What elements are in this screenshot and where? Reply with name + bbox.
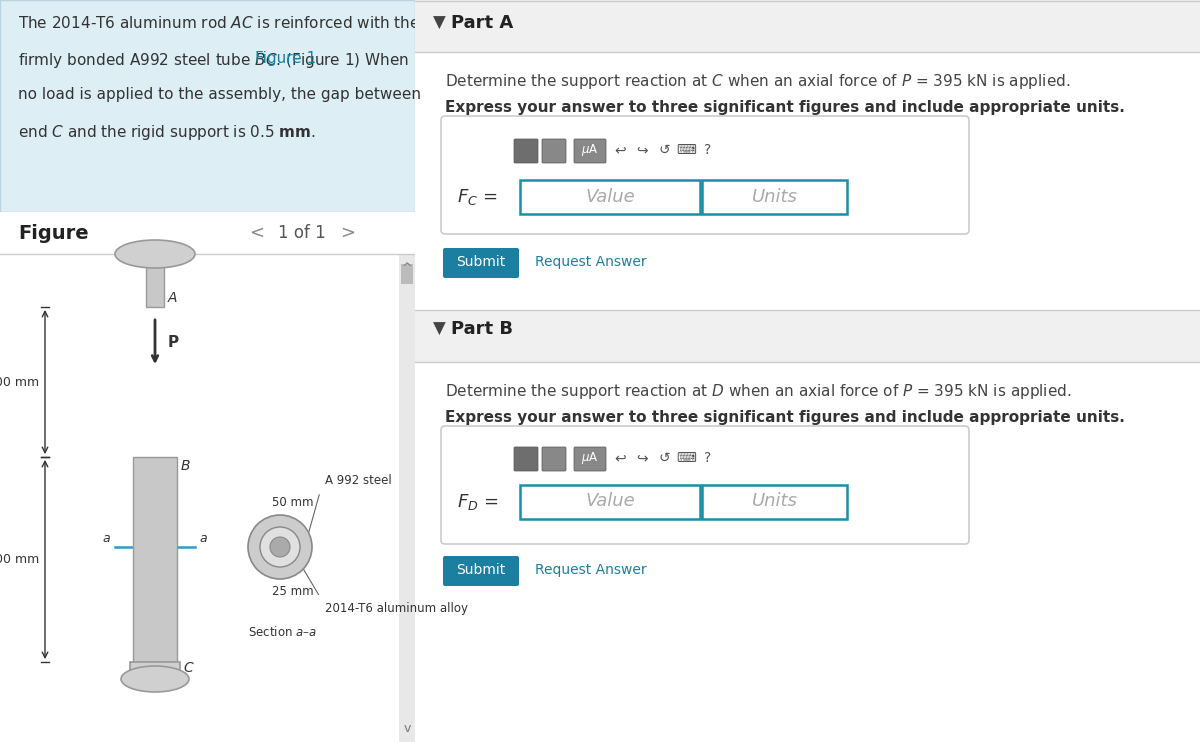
Bar — [398, 254, 415, 742]
Text: 400 mm: 400 mm — [0, 375, 38, 389]
Text: $D$: $D$ — [167, 244, 180, 260]
Text: ↺: ↺ — [658, 451, 670, 465]
Bar — [702, 485, 847, 519]
Circle shape — [270, 537, 290, 557]
Text: A 992 steel: A 992 steel — [325, 474, 391, 487]
Text: Request Answer: Request Answer — [535, 255, 647, 269]
FancyBboxPatch shape — [514, 139, 538, 163]
Circle shape — [248, 515, 312, 579]
Text: Figure: Figure — [18, 224, 89, 243]
Text: 800 mm: 800 mm — [0, 553, 38, 566]
Text: $a$: $a$ — [102, 532, 112, 545]
Text: $\mathbf{P}$: $\mathbf{P}$ — [167, 334, 180, 350]
Text: >: > — [341, 224, 355, 242]
Text: 50 mm: 50 mm — [272, 496, 313, 509]
Circle shape — [260, 527, 300, 567]
Text: <: < — [250, 224, 264, 242]
Text: no load is applied to the assembly, the gap between: no load is applied to the assembly, the … — [18, 87, 421, 102]
Text: v: v — [403, 722, 410, 735]
Text: Submit: Submit — [456, 255, 505, 269]
Text: $C$: $C$ — [182, 661, 194, 675]
Text: $F_D$ =: $F_D$ = — [457, 491, 498, 511]
Text: ^: ^ — [402, 262, 413, 275]
Text: Units: Units — [751, 493, 798, 510]
Text: Determine the support reaction at $\mathit{C}$ when an axial force of $\mathit{P: Determine the support reaction at $\math… — [445, 72, 1070, 91]
Bar — [415, 0, 1200, 52]
Text: Express your answer to three significant figures and include appropriate units.: Express your answer to three significant… — [445, 410, 1124, 425]
FancyBboxPatch shape — [574, 139, 606, 163]
Text: Express your answer to three significant figures and include appropriate units.: Express your answer to three significant… — [445, 100, 1124, 115]
Bar — [415, 310, 1200, 362]
Bar — [133, 457, 178, 662]
Text: Request Answer: Request Answer — [535, 563, 647, 577]
Text: ↩: ↩ — [614, 143, 626, 157]
Text: Submit: Submit — [456, 563, 505, 577]
Ellipse shape — [121, 666, 190, 692]
Text: The 2014-T6 aluminum rod $\mathit{AC}$ is reinforced with the: The 2014-T6 aluminum rod $\mathit{AC}$ i… — [18, 15, 420, 31]
Bar — [520, 180, 700, 214]
FancyBboxPatch shape — [443, 556, 520, 586]
Text: $F_C$ =: $F_C$ = — [457, 187, 498, 207]
FancyBboxPatch shape — [574, 447, 606, 471]
FancyBboxPatch shape — [542, 139, 566, 163]
Text: $A$: $A$ — [167, 291, 179, 305]
Text: Units: Units — [751, 188, 798, 206]
Text: ↩: ↩ — [614, 451, 626, 465]
Text: ⌨: ⌨ — [676, 143, 696, 157]
FancyBboxPatch shape — [443, 248, 520, 278]
Text: ▼: ▼ — [433, 320, 445, 338]
FancyBboxPatch shape — [442, 426, 970, 544]
Text: ↺: ↺ — [658, 143, 670, 157]
FancyBboxPatch shape — [542, 447, 566, 471]
Bar — [146, 262, 164, 307]
Text: ▼: ▼ — [433, 14, 445, 32]
Text: Value: Value — [586, 493, 635, 510]
Text: end $\mathit{C}$ and the rigid support is 0.5 $\mathbf{mm}$.: end $\mathit{C}$ and the rigid support i… — [18, 123, 316, 142]
Text: $B$: $B$ — [180, 459, 191, 473]
FancyBboxPatch shape — [514, 447, 538, 471]
Text: Part A: Part A — [451, 14, 514, 32]
Text: firmly bonded A992 steel tube $\mathit{BC}$. (Figure 1) When: firmly bonded A992 steel tube $\mathit{B… — [18, 51, 409, 70]
Text: ⌨: ⌨ — [676, 451, 696, 465]
Text: ↪: ↪ — [636, 143, 648, 157]
Bar — [130, 662, 180, 674]
Bar — [520, 485, 700, 519]
Text: 1 of 1: 1 of 1 — [278, 224, 326, 242]
FancyBboxPatch shape — [442, 116, 970, 234]
Bar — [401, 264, 413, 284]
Bar — [702, 180, 847, 214]
Text: ↪: ↪ — [636, 451, 648, 465]
Text: $a$: $a$ — [199, 532, 208, 545]
Text: 2014-T6 aluminum alloy: 2014-T6 aluminum alloy — [325, 602, 468, 615]
Text: Determine the support reaction at $\mathit{D}$ when an axial force of $\mathit{P: Determine the support reaction at $\math… — [445, 382, 1072, 401]
Text: ?: ? — [704, 451, 712, 465]
Text: $\mu$A: $\mu$A — [581, 450, 599, 466]
Text: $\mu$A: $\mu$A — [581, 142, 599, 158]
Text: Figure 1: Figure 1 — [256, 51, 317, 66]
Text: Section $a$–$a$: Section $a$–$a$ — [248, 625, 317, 639]
Text: ?: ? — [704, 143, 712, 157]
Text: Part B: Part B — [451, 320, 514, 338]
Ellipse shape — [115, 240, 194, 268]
Text: Value: Value — [586, 188, 635, 206]
Text: 25 mm: 25 mm — [272, 585, 313, 598]
